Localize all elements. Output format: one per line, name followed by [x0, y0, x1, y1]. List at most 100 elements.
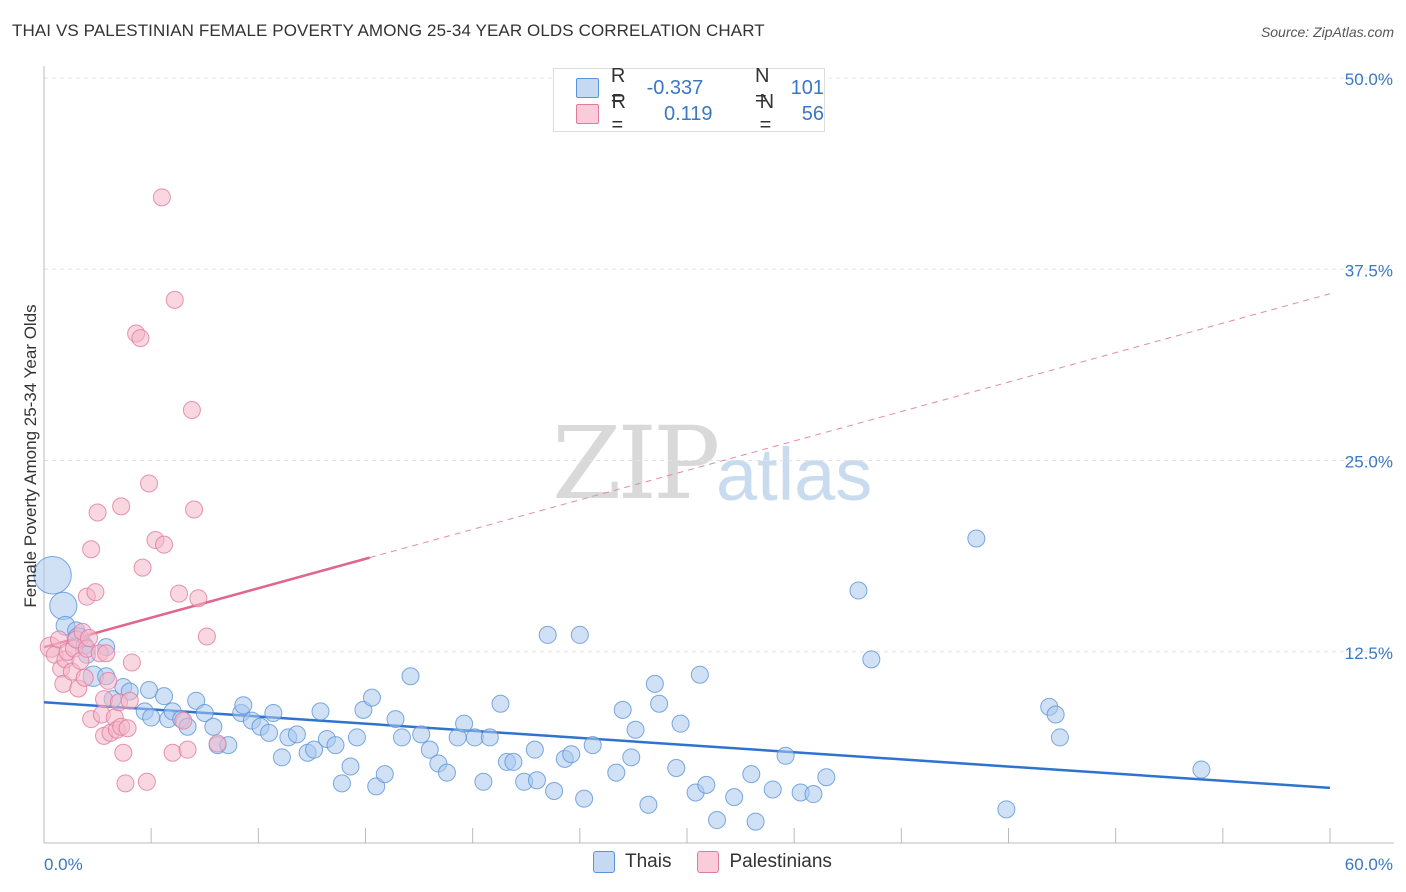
palestinian-point	[178, 740, 197, 759]
palestinian-point	[120, 691, 139, 710]
data-points	[33, 188, 1211, 831]
legend-n-value-thais: 101	[790, 76, 825, 99]
thai-point	[272, 748, 291, 767]
thai-point	[260, 723, 279, 742]
palestinian-point	[170, 584, 189, 603]
thai-point	[437, 763, 456, 782]
thai-point	[347, 728, 366, 747]
thai-point	[776, 746, 795, 765]
thai-point	[746, 812, 765, 831]
thai-point	[142, 708, 161, 727]
thai-point	[195, 703, 214, 722]
legend-r-label: R =	[610, 65, 626, 110]
thai-point	[763, 780, 782, 799]
thai-point	[187, 691, 206, 710]
thai-point	[392, 728, 411, 747]
thai-point	[311, 702, 330, 721]
grid-lines	[44, 77, 1394, 653]
legend-r-value-palestinians: 0.119	[663, 102, 713, 125]
thai-point	[545, 781, 564, 800]
thai-point	[645, 674, 664, 693]
thai-point	[697, 775, 716, 794]
palestinian-point	[197, 627, 216, 646]
watermark-atlas: atlas	[716, 433, 873, 516]
thai-point	[332, 774, 351, 793]
legend-row-thais: R = -0.337 N = 101	[576, 65, 825, 110]
thai-point	[622, 748, 641, 767]
series-legend-palestinians: Palestinians	[697, 851, 832, 873]
thai-point	[671, 714, 690, 733]
palestinian-point	[75, 668, 94, 687]
y-tick-label: 12.5%	[1345, 644, 1393, 663]
thai-point	[849, 581, 868, 600]
series-swatch-thais	[593, 851, 615, 873]
thai-point	[804, 785, 823, 804]
thai-point	[341, 757, 360, 776]
thai-point	[204, 717, 223, 736]
source-label: Source: ZipAtlas.com	[1260, 24, 1394, 40]
palestinian-point	[140, 474, 159, 493]
thai-point	[1050, 728, 1069, 747]
thai-point	[1046, 705, 1065, 724]
palestinian-point	[133, 558, 152, 577]
thai-point	[401, 667, 420, 686]
palestinian-point	[185, 500, 204, 519]
x-tick-label-min: 0.0%	[44, 855, 83, 874]
thai-point	[527, 771, 546, 790]
trend-line-palestinians	[43, 556, 371, 649]
series-label-palestinians: Palestinians	[729, 851, 832, 872]
palestinian-point	[165, 290, 184, 309]
thai-point	[264, 703, 283, 722]
thai-point	[667, 759, 686, 778]
thai-point	[420, 740, 439, 759]
x-tick-label-max: 60.0%	[1345, 855, 1393, 874]
series-legend-thais: Thais	[593, 851, 671, 873]
thai-point	[997, 800, 1016, 819]
palestinian-point	[97, 644, 116, 663]
y-tick-label: 37.5%	[1345, 261, 1393, 280]
thai-point	[538, 625, 557, 644]
legend-swatch-thais	[576, 78, 599, 98]
thai-point	[326, 736, 345, 755]
series-label-thais: Thais	[625, 851, 672, 872]
axes	[43, 66, 1394, 844]
thai-point	[725, 788, 744, 807]
legend-n-label: N =	[759, 91, 775, 136]
palestinian-point	[137, 772, 156, 791]
legend-n-value-palestinians: 56	[801, 102, 824, 125]
thai-point	[570, 625, 589, 644]
thai-point	[140, 681, 159, 699]
palestinian-point	[99, 671, 118, 690]
thai-point	[362, 688, 381, 707]
palestinian-point	[86, 583, 105, 602]
palestinian-point	[131, 329, 150, 348]
palestinian-point	[95, 690, 114, 709]
thai-point	[562, 745, 581, 764]
watermark-zip: ZIP	[552, 405, 720, 522]
palestinian-point	[208, 734, 227, 753]
palestinian-point	[182, 401, 201, 420]
thai-point	[455, 714, 474, 733]
palestinian-point	[80, 628, 99, 647]
thai-point	[386, 710, 405, 729]
palestinian-point	[114, 743, 133, 762]
legend-r-label: R =	[611, 91, 626, 136]
thai-point	[504, 752, 523, 771]
thai-point	[650, 694, 669, 713]
thai-point	[817, 768, 836, 787]
tick-labels: 12.5% 25.0% 37.5% 50.0% 0.0% 60.0% Female Pove…	[21, 70, 1393, 874]
thai-point	[607, 763, 626, 782]
thai-point	[862, 650, 881, 669]
palestinian-point	[163, 743, 182, 762]
legend-n-label: N =	[754, 65, 770, 110]
thai-point	[234, 696, 253, 715]
correlation-legend: R = -0.337 N = 101 R = 0.119 N = 56	[553, 65, 825, 136]
thai-point	[1192, 760, 1211, 779]
thai-point	[305, 740, 324, 759]
palestinian-point	[189, 589, 208, 608]
palestinian-point	[112, 497, 131, 516]
thai-point	[480, 728, 499, 747]
palestinian-point	[122, 653, 141, 672]
palestinian-point	[116, 774, 135, 793]
